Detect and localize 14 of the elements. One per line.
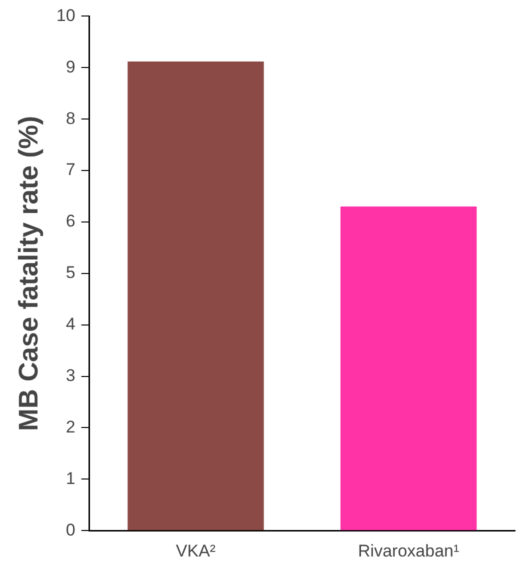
- y-tick-label: 2: [66, 417, 76, 436]
- y-axis-title: MB Case fatality rate (%): [14, 116, 44, 431]
- y-tick-label: 7: [66, 160, 76, 180]
- y-tick-label: 10: [56, 6, 76, 25]
- y-tick-label: 3: [66, 366, 76, 385]
- x-tick-label: VKA²: [176, 541, 216, 560]
- y-tick-label: 1: [66, 468, 76, 488]
- y-tick-label: 4: [66, 314, 76, 334]
- y-tick-label: 6: [66, 212, 76, 231]
- y-tick-label: 9: [66, 57, 76, 76]
- x-tick-label: Rivaroxaban¹: [358, 541, 460, 560]
- y-tick-label: 5: [66, 263, 76, 282]
- y-tick-label: 0: [66, 520, 76, 540]
- y-tick-label: 8: [66, 108, 76, 128]
